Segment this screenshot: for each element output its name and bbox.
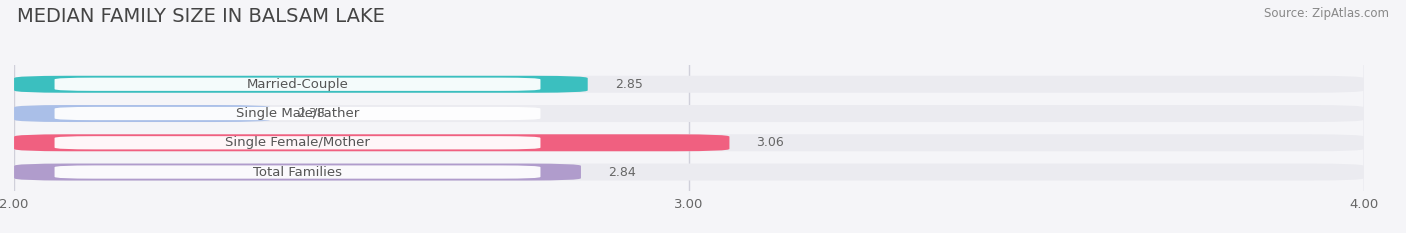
Text: Married-Couple: Married-Couple	[246, 78, 349, 91]
Text: Single Female/Mother: Single Female/Mother	[225, 136, 370, 149]
Text: 2.38: 2.38	[298, 107, 325, 120]
FancyBboxPatch shape	[14, 76, 588, 93]
Text: Single Male/Father: Single Male/Father	[236, 107, 359, 120]
FancyBboxPatch shape	[14, 105, 270, 122]
Text: Total Families: Total Families	[253, 165, 342, 178]
FancyBboxPatch shape	[14, 134, 730, 151]
FancyBboxPatch shape	[55, 165, 540, 179]
FancyBboxPatch shape	[55, 107, 540, 120]
FancyBboxPatch shape	[55, 78, 540, 91]
FancyBboxPatch shape	[14, 76, 1364, 93]
FancyBboxPatch shape	[14, 164, 1364, 181]
FancyBboxPatch shape	[55, 136, 540, 149]
Text: Source: ZipAtlas.com: Source: ZipAtlas.com	[1264, 7, 1389, 20]
Text: 3.06: 3.06	[756, 136, 785, 149]
FancyBboxPatch shape	[14, 134, 1364, 151]
Text: 2.85: 2.85	[614, 78, 643, 91]
FancyBboxPatch shape	[14, 105, 1364, 122]
Text: 2.84: 2.84	[607, 165, 636, 178]
FancyBboxPatch shape	[14, 164, 581, 181]
Text: MEDIAN FAMILY SIZE IN BALSAM LAKE: MEDIAN FAMILY SIZE IN BALSAM LAKE	[17, 7, 385, 26]
